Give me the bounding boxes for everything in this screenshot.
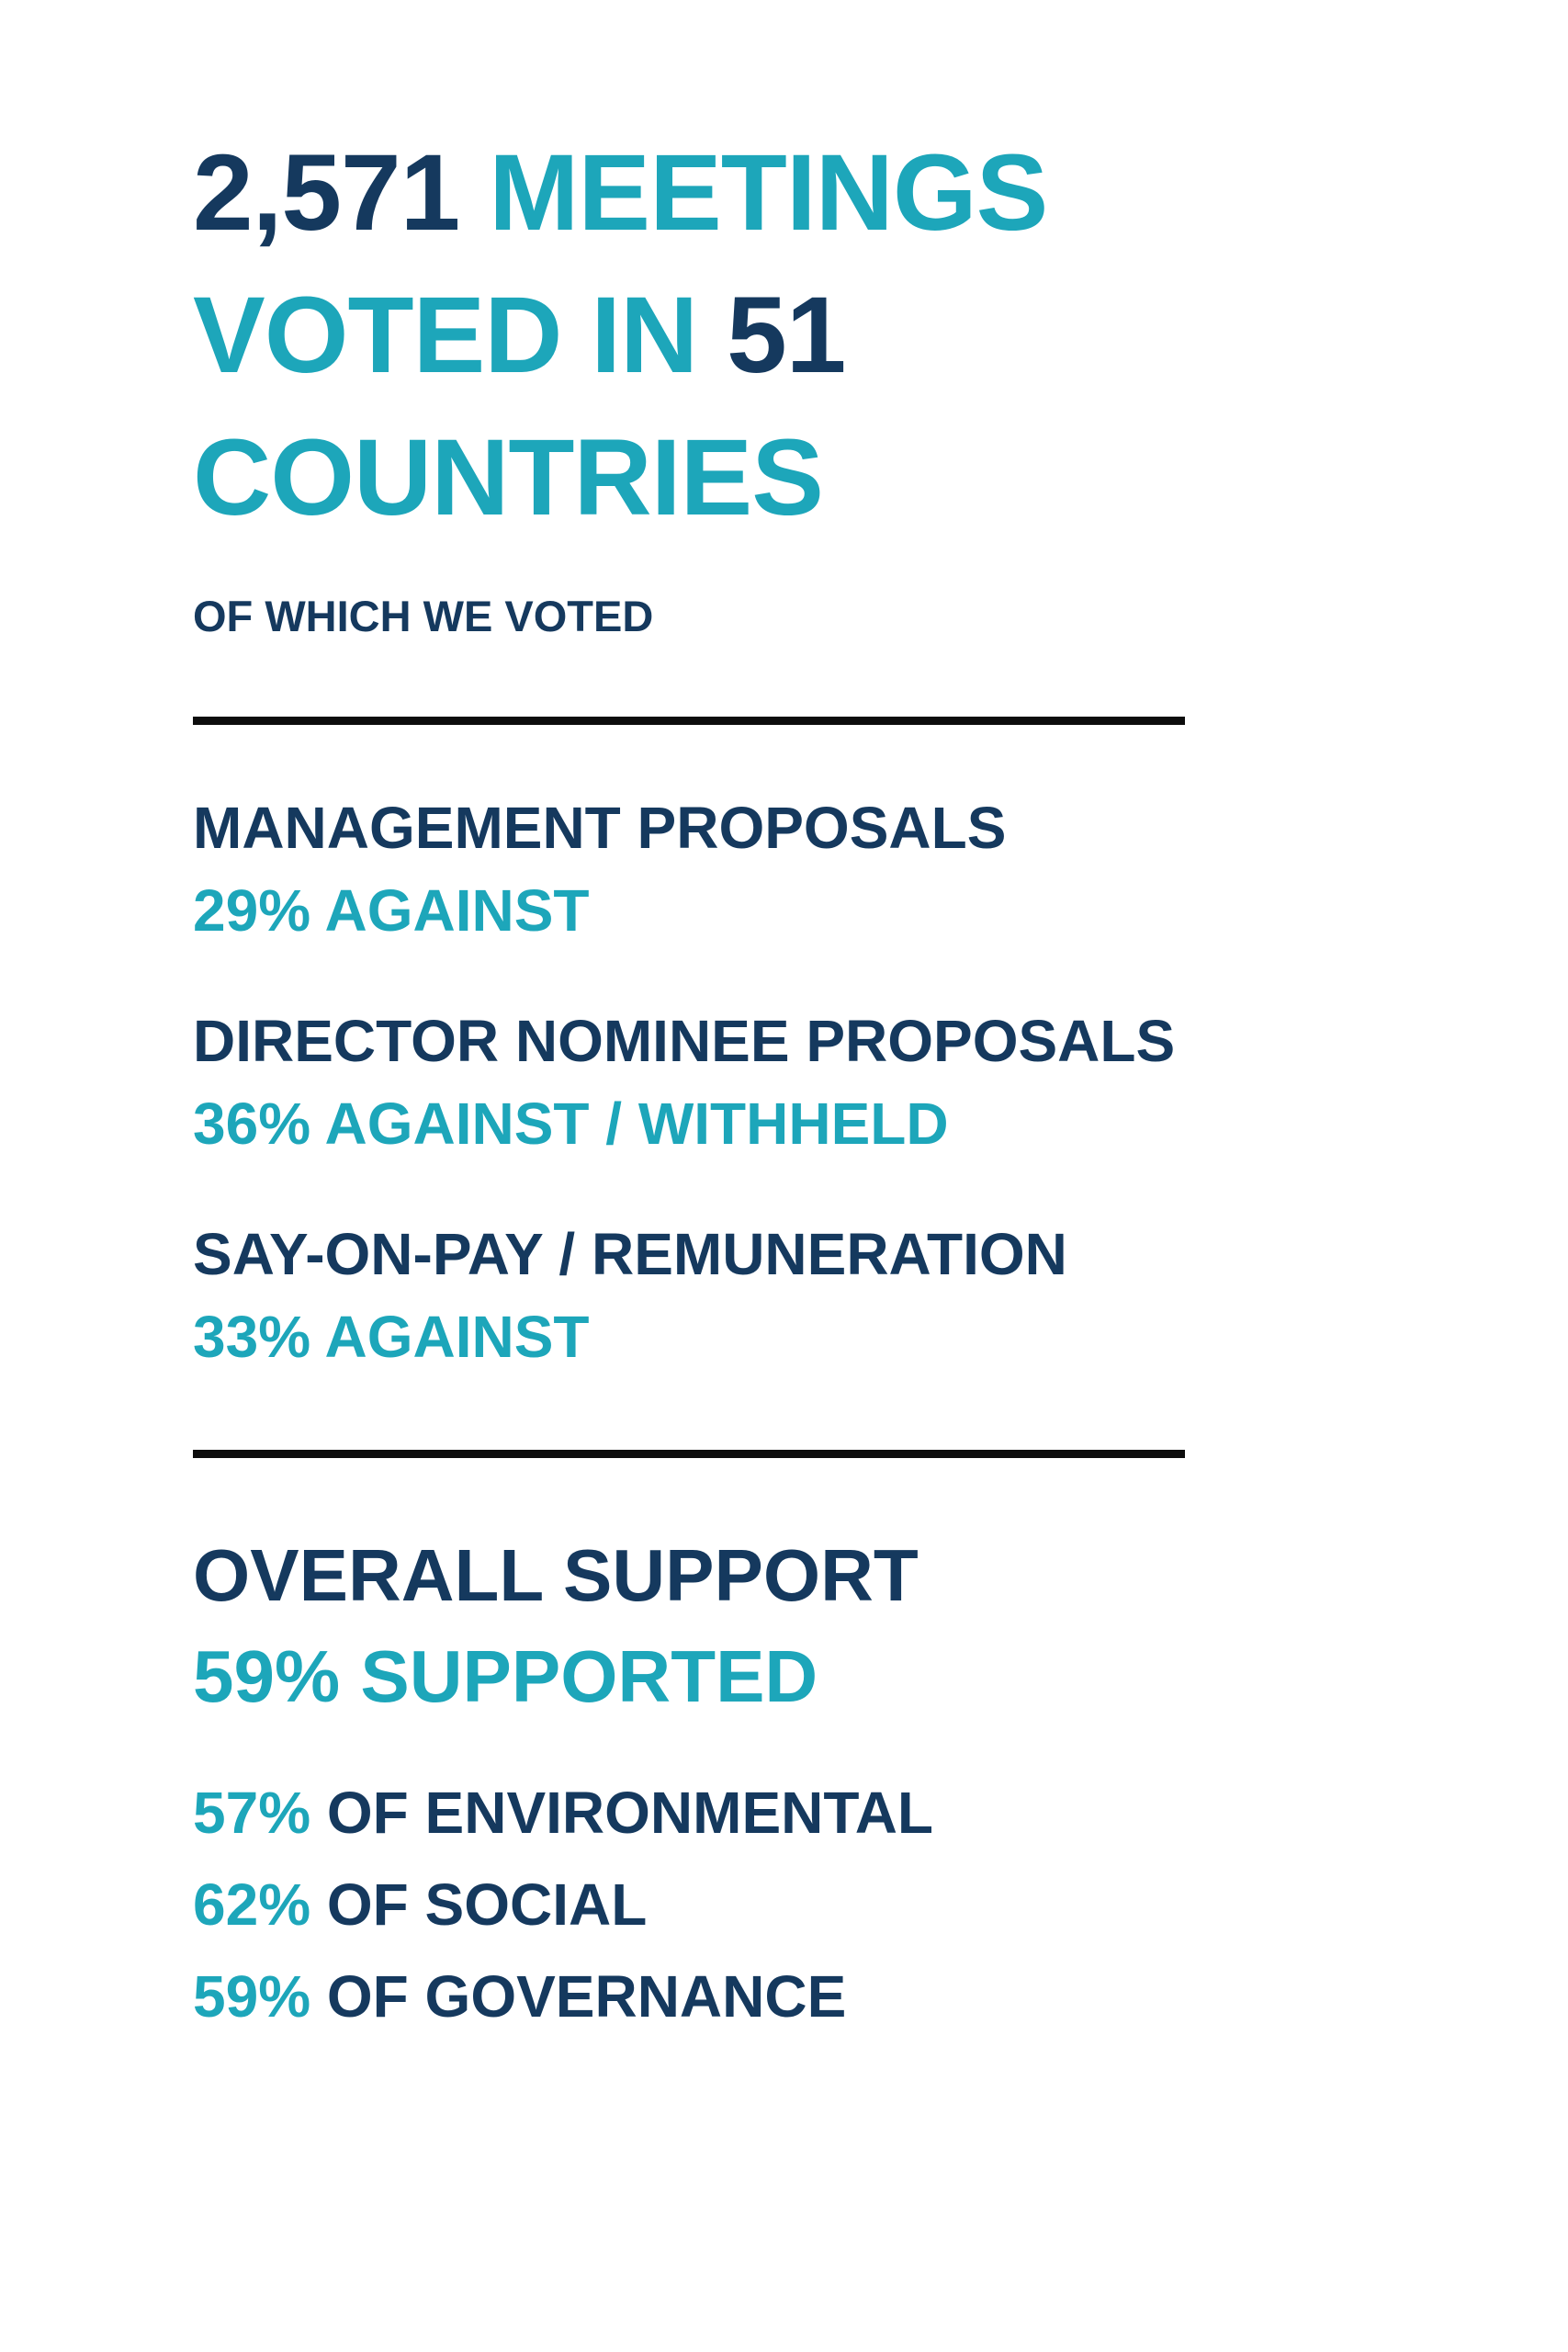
stat-title: MANAGEMENT PROPOSALS	[193, 795, 1007, 862]
meetings-label: MEETINGS	[489, 132, 1048, 254]
esg-environmental: 57% OF ENVIRONMENTAL	[193, 1767, 1424, 1859]
overall-support-value: 59% SUPPORTED	[193, 1635, 818, 1718]
esg-pct: 59%	[193, 1963, 311, 2030]
countries-count: 51	[727, 275, 846, 396]
overall-support-title: OVERALL SUPPORT	[193, 1534, 919, 1617]
divider-top	[193, 717, 1185, 726]
esg-social: 62% OF SOCIAL	[193, 1859, 1424, 1951]
esg-label: OF GOVERNANCE	[326, 1963, 847, 2030]
divider-bottom	[193, 1450, 1185, 1459]
headline-line-1: 2,571 MEETINGS	[193, 122, 1424, 265]
stat-value: 33% AGAINST	[193, 1304, 590, 1371]
esg-pct: 57%	[193, 1780, 311, 1847]
stat-management-proposals: MANAGEMENT PROPOSALS 29% AGAINST	[193, 791, 1424, 947]
stat-title: DIRECTOR NOMINEE PROPOSALS	[193, 1008, 1176, 1075]
page-title: 2,571 MEETINGS VOTED IN 51 COUNTRIES	[193, 122, 1424, 549]
subtitle: OF WHICH WE VOTED	[193, 592, 654, 640]
esg-support-list: 57% OF ENVIRONMENTAL 62% OF SOCIAL 59% O…	[193, 1767, 1424, 2042]
countries-label: COUNTRIES	[193, 417, 824, 538]
stat-director-nominee-proposals: DIRECTOR NOMINEE PROPOSALS 36% AGAINST /…	[193, 1004, 1424, 1160]
voted-in-label: VOTED IN	[193, 275, 698, 396]
headline-line-2: VOTED IN 51	[193, 265, 1424, 407]
overall-support: OVERALL SUPPORT 59% SUPPORTED	[193, 1530, 1424, 1723]
stat-value: 29% AGAINST	[193, 877, 590, 944]
esg-governance: 59% OF GOVERNANCE	[193, 1951, 1424, 2042]
headline-line-3: COUNTRIES	[193, 407, 1424, 549]
esg-label: OF SOCIAL	[326, 1871, 648, 1939]
esg-label: OF ENVIRONMENTAL	[326, 1780, 933, 1847]
stat-title: SAY-ON-PAY / REMUNERATION	[193, 1221, 1067, 1288]
meetings-count: 2,571	[193, 132, 460, 254]
page-content: 2,571 MEETINGS VOTED IN 51 COUNTRIES OF …	[193, 122, 1424, 2042]
stat-say-on-pay-remuneration: SAY-ON-PAY / REMUNERATION 33% AGAINST	[193, 1217, 1424, 1374]
esg-pct: 62%	[193, 1871, 311, 1939]
stat-value: 36% AGAINST / WITHHELD	[193, 1091, 949, 1158]
proposal-stats: MANAGEMENT PROPOSALS 29% AGAINST DIRECTO…	[193, 791, 1424, 1374]
